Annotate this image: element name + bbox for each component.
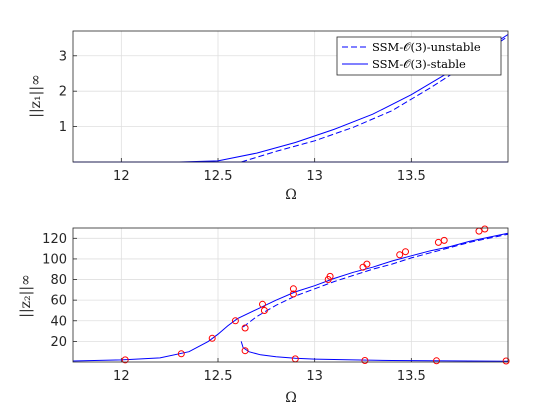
ylabel-bottom: ||z₂||∞	[18, 274, 34, 318]
grid-bottom	[73, 228, 508, 362]
ytick-label: 120	[42, 232, 67, 247]
marker-point	[289, 285, 297, 293]
series-line-0	[72, 232, 509, 362]
markers-bottom	[121, 225, 510, 365]
xtick-label: 12	[113, 369, 130, 384]
marker-point	[260, 307, 268, 314]
marker-point	[121, 356, 129, 364]
ytick-label: 100	[42, 252, 67, 267]
xtick-label: 13.5	[397, 369, 426, 384]
xlabel-top: Ω	[285, 187, 297, 203]
legend-box	[336, 36, 502, 76]
marker-point	[361, 357, 369, 364]
marker-point	[241, 324, 249, 332]
axes-box-bottom	[72, 227, 509, 363]
series-bottom	[72, 232, 509, 362]
ytick-label: 20	[50, 335, 67, 350]
marker-point	[434, 238, 442, 246]
legend-stable-label: SSM-𝒪(3)-stable	[372, 57, 466, 71]
xtick-label: 13	[306, 169, 323, 184]
marker-point	[291, 355, 299, 363]
series-line-0	[241, 35, 509, 163]
ytick-label: 40	[50, 314, 67, 329]
marker-point	[402, 248, 409, 256]
ticks-bottom: 12 12.5 13 13.5 20 40 60 80 100 120	[42, 232, 426, 384]
ytick-label: 3	[59, 49, 67, 64]
grid-top	[73, 31, 508, 162]
series-line-1	[242, 233, 509, 328]
marker-point	[241, 347, 249, 355]
xtick-label: 13	[306, 369, 323, 384]
marker-point	[396, 251, 404, 259]
xtick-label: 12.5	[204, 369, 233, 384]
ytick-label: 80	[50, 273, 67, 288]
marker-point	[289, 290, 297, 298]
ytick-label: 2	[59, 85, 67, 100]
marker-point	[177, 350, 185, 358]
marker-point	[502, 357, 510, 365]
legend: SSM-𝒪(3)-unstable SSM-𝒪(3)-stable	[336, 36, 502, 76]
xtick-label: 12.5	[204, 169, 233, 184]
xtick-label: 12	[113, 169, 130, 184]
marker-point	[326, 272, 334, 280]
marker-point	[481, 225, 489, 233]
plot-bottom: 12 12.5 13 13.5 20 40 60 80 100 120 Ω ||z₂||∞	[18, 225, 510, 406]
series-line-2	[240, 341, 509, 362]
marker-point	[231, 317, 239, 325]
xlabel-bottom: Ω	[285, 390, 297, 406]
marker-point	[259, 300, 266, 308]
marker-point	[475, 227, 483, 235]
ytick-label: 60	[50, 294, 67, 309]
marker-point	[440, 236, 448, 244]
legend-unstable-label: SSM-𝒪(3)-unstable	[372, 40, 481, 54]
marker-point	[363, 260, 371, 268]
marker-point	[208, 334, 216, 342]
ylabel-top: ||z₁||∞	[28, 74, 44, 118]
xtick-label: 13.5	[397, 169, 426, 184]
axes-box-top	[72, 30, 509, 163]
ytick-label: 1	[59, 120, 67, 135]
marker-point	[433, 357, 440, 365]
